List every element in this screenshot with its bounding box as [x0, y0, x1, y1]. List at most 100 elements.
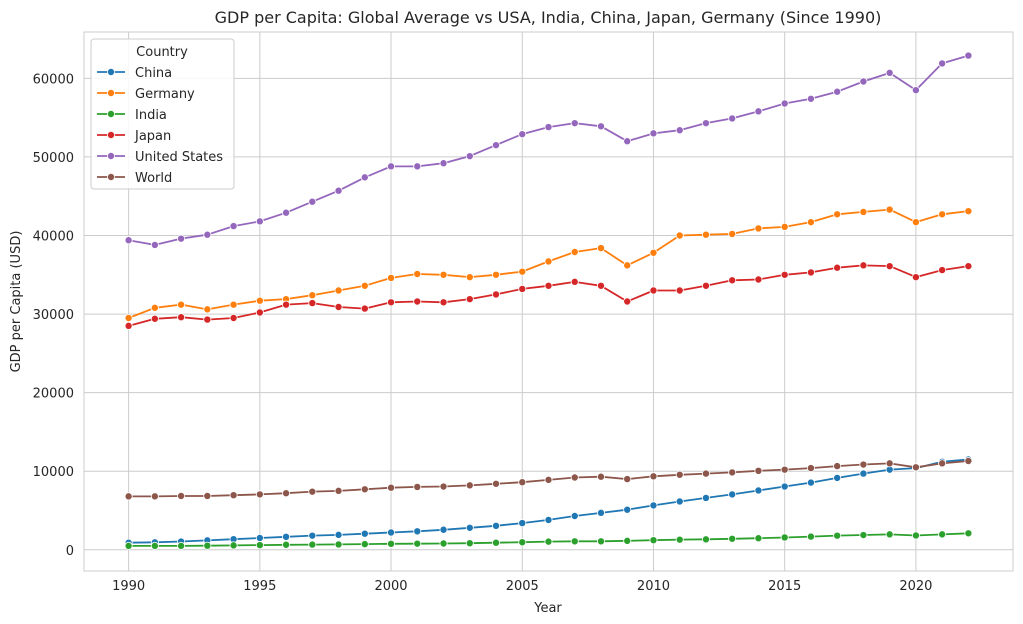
legend-marker-united-states	[107, 151, 116, 160]
data-point-germany	[596, 244, 605, 253]
data-point-china	[649, 501, 658, 510]
data-point-united-states	[938, 59, 947, 68]
data-point-world	[124, 492, 133, 501]
data-point-china	[518, 519, 527, 528]
data-point-world	[255, 490, 264, 499]
x-axis-title: Year	[533, 601, 562, 616]
data-point-germany	[308, 291, 317, 300]
data-point-germany	[360, 281, 369, 290]
legend-marker-india	[107, 110, 116, 119]
data-point-india	[439, 539, 448, 548]
data-point-world	[701, 469, 710, 478]
legend-item-united-states: United States	[97, 150, 223, 165]
data-point-united-states	[544, 123, 553, 132]
data-point-china	[492, 521, 501, 530]
data-point-japan	[282, 300, 291, 309]
data-point-world	[806, 464, 815, 473]
data-point-united-states	[623, 137, 632, 146]
data-point-japan	[859, 261, 868, 270]
data-point-japan	[492, 290, 501, 299]
data-point-germany	[806, 218, 815, 227]
data-point-china	[387, 528, 396, 537]
data-point-india	[780, 533, 789, 542]
data-point-germany	[492, 270, 501, 279]
y-tick-label: 30000	[33, 308, 74, 323]
data-point-china	[833, 473, 842, 482]
legend-label-china: China	[135, 66, 172, 81]
data-point-germany	[728, 229, 737, 238]
data-point-united-states	[859, 77, 868, 86]
legend-label-germany: Germany	[135, 87, 195, 102]
data-point-germany	[203, 305, 212, 314]
data-point-world	[150, 492, 159, 501]
data-point-india	[833, 531, 842, 540]
data-point-world	[334, 486, 343, 495]
x-tick-label: 2005	[506, 579, 539, 594]
data-point-india	[964, 529, 973, 538]
data-point-india	[649, 536, 658, 545]
y-tick-label: 50000	[33, 151, 74, 166]
data-point-india	[334, 540, 343, 549]
legend-marker-world	[107, 172, 116, 181]
data-point-japan	[675, 286, 684, 295]
data-point-india	[570, 537, 579, 546]
data-point-india	[229, 541, 238, 550]
data-point-germany	[649, 248, 658, 257]
data-point-germany	[177, 300, 186, 309]
data-point-japan	[806, 268, 815, 277]
data-point-germany	[859, 207, 868, 216]
data-point-japan	[544, 281, 553, 290]
y-tick-label: 10000	[33, 465, 74, 480]
data-point-japan	[360, 304, 369, 313]
data-point-japan	[203, 315, 212, 324]
data-point-world	[859, 460, 868, 469]
data-point-germany	[255, 296, 264, 305]
data-point-united-states	[701, 119, 710, 128]
data-point-united-states	[334, 186, 343, 195]
data-point-world	[649, 472, 658, 481]
data-point-united-states	[570, 119, 579, 128]
data-point-japan	[570, 277, 579, 286]
data-point-china	[255, 534, 264, 543]
data-point-japan	[308, 299, 317, 308]
data-point-germany	[439, 270, 448, 279]
y-tick-label: 20000	[33, 387, 74, 402]
data-point-germany	[570, 247, 579, 256]
data-point-china	[334, 530, 343, 539]
chart-title: GDP per Capita: Global Average vs USA, I…	[215, 8, 882, 27]
legend-box	[90, 38, 235, 190]
data-point-world	[675, 470, 684, 479]
y-tick-label: 0	[66, 544, 74, 559]
data-point-india	[387, 539, 396, 548]
data-point-india	[177, 541, 186, 550]
data-point-world	[308, 487, 317, 496]
data-point-united-states	[964, 51, 973, 60]
data-point-world	[229, 491, 238, 500]
data-point-india	[754, 534, 763, 543]
data-point-world	[833, 462, 842, 471]
data-point-united-states	[282, 208, 291, 217]
data-point-germany	[544, 257, 553, 266]
data-point-japan	[701, 281, 710, 290]
data-point-china	[806, 478, 815, 487]
legend-label-world: World	[135, 171, 172, 186]
data-point-germany	[229, 300, 238, 309]
data-point-japan	[439, 298, 448, 307]
data-point-germany	[623, 261, 632, 270]
data-point-world	[728, 468, 737, 477]
data-point-united-states	[885, 68, 894, 77]
data-point-united-states	[177, 234, 186, 243]
data-point-japan	[885, 262, 894, 271]
data-point-japan	[911, 273, 920, 282]
data-point-world	[623, 475, 632, 484]
data-point-germany	[150, 303, 159, 312]
data-point-world	[938, 459, 947, 468]
data-point-japan	[623, 297, 632, 306]
data-point-india	[701, 535, 710, 544]
data-point-india	[806, 532, 815, 541]
data-point-china	[780, 482, 789, 491]
data-point-japan	[229, 313, 238, 322]
data-point-japan	[938, 266, 947, 275]
data-point-india	[150, 541, 159, 550]
data-point-india	[938, 530, 947, 539]
